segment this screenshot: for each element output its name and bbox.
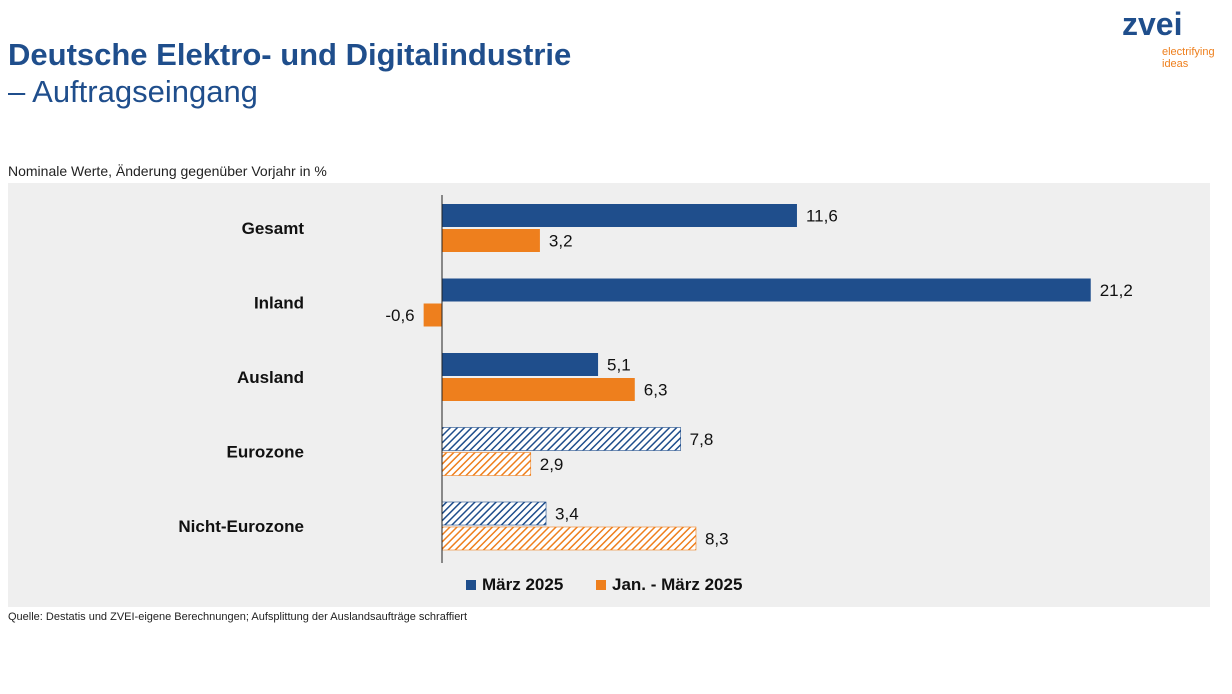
bar-inland-series-2 <box>423 303 442 327</box>
legend-item-series-2: Jan. - März 2025 <box>596 575 742 595</box>
logo-tagline-2: ideas <box>1162 58 1189 70</box>
bar-gesamt-series-2 <box>442 229 540 252</box>
data-label-eurozone-series-2: 2,9 <box>540 455 564 474</box>
data-label-eurozone-series-1: 7,8 <box>690 430 714 449</box>
category-label-nicht-eurozone: Nicht-Eurozone <box>178 517 304 536</box>
category-label-inland: Inland <box>254 294 304 313</box>
bar-eurozone-series-1 <box>441 427 681 451</box>
bar-inland-series-1 <box>442 278 1091 302</box>
page-title: Deutsche Elektro- und Digitalindustrie –… <box>8 36 571 110</box>
bar-nicht-eurozone-series-1 <box>441 501 547 526</box>
bar-eurozone-series-2 <box>441 452 532 476</box>
data-label-ausland-series-2: 6,3 <box>644 381 668 400</box>
legend-label-series-2: Jan. - März 2025 <box>612 575 743 594</box>
bar-chart: Gesamt 11,6 3,2 Inland 21,2 -0,6 Ausland 5,1 6,3… <box>178 195 1133 563</box>
logo-tagline-1: electrifying <box>1162 46 1215 58</box>
category-label-eurozone: Eurozone <box>227 443 304 462</box>
category-label-gesamt: Gesamt <box>242 219 305 238</box>
category-label-ausland: Ausland <box>237 368 304 387</box>
bar-ausland-series-1 <box>442 353 599 376</box>
legend-item-series-1: März 2025 <box>466 575 563 595</box>
title-line-1: Deutsche Elektro- und Digitalindustrie <box>8 37 572 72</box>
data-label-inland-series-2: -0,6 <box>385 306 414 325</box>
legend-swatch-series-1 <box>466 580 476 590</box>
data-label-gesamt-series-1: 11,6 <box>806 207 838 226</box>
bar-ausland-series-2 <box>442 378 635 401</box>
bar-gesamt-series-1 <box>442 204 797 227</box>
data-label-nicht-eurozone-series-1: 3,4 <box>555 505 579 524</box>
logo-brand: zvei <box>1122 6 1183 42</box>
legend-swatch-series-2 <box>596 580 606 590</box>
data-label-gesamt-series-2: 3,2 <box>549 232 573 251</box>
data-label-nicht-eurozone-series-2: 8,3 <box>705 530 729 549</box>
chart-subtitle: Nominale Werte, Änderung gegenüber Vorja… <box>8 163 327 179</box>
source-note: Quelle: Destatis und ZVEI-eigene Berechn… <box>8 611 468 623</box>
legend-label-series-1: März 2025 <box>482 575 564 594</box>
bar-nicht-eurozone-series-2 <box>441 526 697 551</box>
data-label-inland-series-1: 21,2 <box>1100 281 1133 300</box>
title-line-2: – Auftragseingang <box>8 74 258 109</box>
data-label-ausland-series-1: 5,1 <box>607 356 631 375</box>
